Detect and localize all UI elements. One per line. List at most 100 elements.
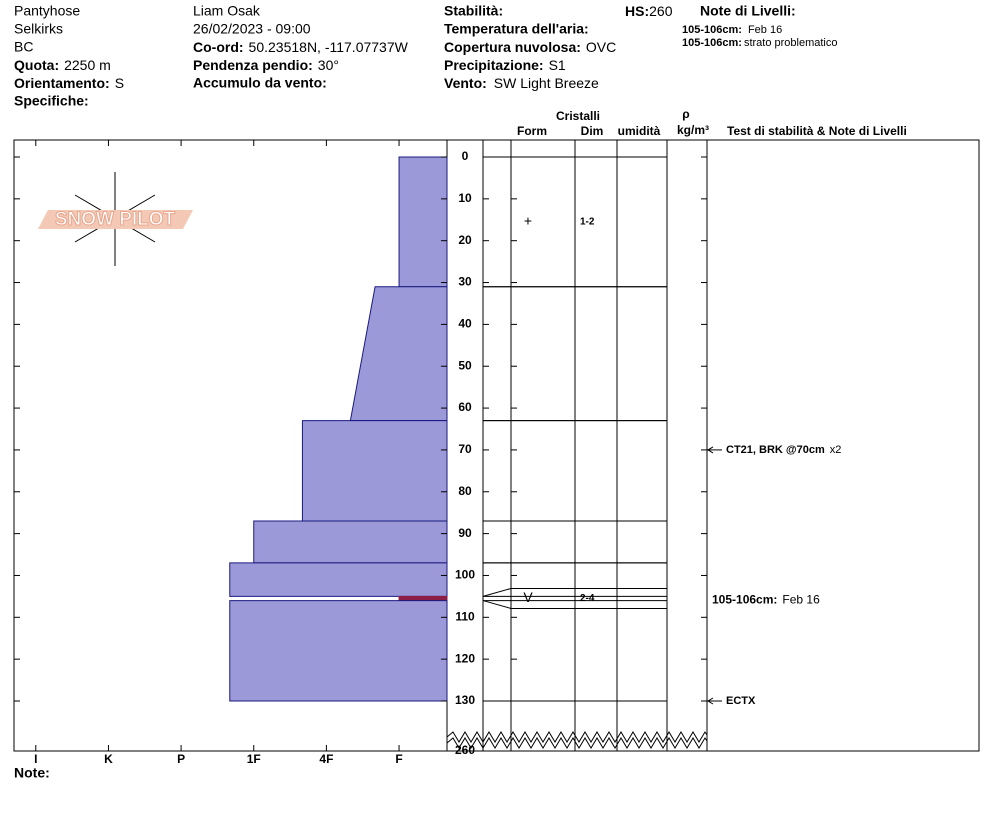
value: S — [115, 75, 124, 91]
table-columns — [482, 140, 668, 751]
col-header: Test di stabilità & Note di Livelli — [727, 124, 907, 138]
layer-boundary — [482, 587, 512, 597]
hs: HS:260 — [625, 3, 673, 19]
test-text: CT21, BRK @70cm — [726, 444, 825, 456]
test-extra: x2 — [830, 444, 842, 456]
x-tick-label: P — [177, 752, 185, 766]
x-tick-label: 4F — [319, 752, 333, 766]
datetime: 26/02/2023 - 09:00 — [193, 21, 311, 37]
y-tick-label: 30 — [458, 275, 472, 289]
note-text: Feb 16 — [782, 593, 820, 607]
test: CT21, BRK @70cm x2 — [726, 444, 841, 456]
aspect: Orientamento: S — [14, 75, 124, 91]
layer — [229, 562, 448, 597]
crystal-form: V — [523, 589, 533, 605]
value: 30° — [318, 57, 339, 73]
tests-frame — [706, 139, 980, 752]
col-header: Cristalli — [556, 109, 600, 123]
break — [446, 737, 708, 749]
y-tick-label: 100 — [455, 568, 475, 582]
location: Pantyhose — [14, 3, 80, 19]
layer — [349, 286, 448, 422]
y-tick-label: 20 — [458, 233, 472, 247]
coords: Co-ord: 50.23518N, -117.07737W — [193, 39, 409, 55]
label: Vento: — [444, 75, 487, 91]
slope: Pendenza pendio: 30° — [193, 57, 339, 73]
bottom-depth: 260 — [455, 743, 475, 757]
cloud: Copertura nuvolosa: OVC — [444, 39, 616, 55]
value: OVC — [586, 39, 616, 55]
y-tick-label: 130 — [455, 693, 475, 707]
region: BC — [14, 39, 33, 55]
label: Quota: — [14, 57, 59, 73]
x-tick-label: F — [395, 752, 402, 766]
col-header: Form — [517, 124, 547, 138]
y-tick-label: 70 — [458, 442, 472, 456]
y-tick-label: 90 — [458, 526, 472, 540]
layer — [398, 156, 448, 288]
layer — [301, 420, 448, 522]
wind: Vento: SW Light Breeze — [444, 75, 599, 91]
col-header: Dim — [581, 124, 604, 138]
value: Feb 16 — [748, 24, 782, 36]
y-tick-label: 60 — [458, 400, 472, 414]
wind-loading: Accumulo da vento: — [193, 75, 327, 91]
label: Pendenza pendio: — [193, 57, 313, 73]
arrow-head — [707, 697, 714, 705]
layer-note: 105-106cm: strato problematico — [682, 37, 837, 49]
logo — [38, 172, 193, 266]
layer-note: 105-106cm: Feb 16 — [682, 24, 782, 36]
label: Co-ord: — [193, 39, 244, 55]
layer — [229, 600, 448, 702]
y-tick-label: 10 — [458, 191, 472, 205]
col-header: kg/m³ — [677, 123, 709, 137]
x-tick-label: I — [34, 752, 37, 766]
label: HS: — [625, 3, 649, 19]
label: Orientamento: — [14, 75, 110, 91]
y-tick-label: 120 — [455, 651, 475, 665]
stability: Stabilità: — [444, 3, 503, 19]
y-tick-label: 50 — [458, 358, 472, 372]
value: 260 — [649, 3, 673, 19]
y-tick-label: 110 — [455, 609, 475, 623]
layer — [398, 595, 448, 602]
y-tick-label: 80 — [458, 484, 472, 498]
value: 2250 m — [64, 57, 111, 73]
footer-note: Note: — [14, 765, 50, 781]
y-tick-label: 0 — [462, 149, 469, 163]
value: 50.23518N, -117.07737W — [249, 39, 409, 55]
value: S1 — [549, 57, 566, 73]
air-temp: Temperatura dell'aria: — [444, 21, 589, 37]
layer — [253, 520, 448, 564]
value: strato problematico — [744, 37, 838, 49]
range: Selkirks — [14, 21, 63, 37]
break — [446, 731, 708, 743]
label: 105-106cm: — [682, 37, 742, 49]
col-header: ρ — [682, 107, 689, 121]
elevation: Quota: 2250 m — [14, 57, 111, 73]
label: 105-106cm: — [682, 24, 742, 36]
precip: Precipitazione: S1 — [444, 57, 566, 73]
y-tick-label: 40 — [458, 317, 472, 331]
logo-text: SNOW PILOT — [55, 209, 176, 230]
test-text: ECTX — [726, 695, 756, 707]
value: SW Light Breeze — [494, 75, 599, 91]
test: ECTX — [726, 695, 756, 707]
crystal-size: 2-4 — [580, 593, 595, 604]
layer-note: 105-106cm: Feb 16 — [712, 593, 820, 607]
banner — [38, 210, 193, 229]
crystal-size: 1-2 — [580, 217, 595, 228]
note-label: 105-106cm: — [712, 593, 777, 607]
col-header: umidità — [618, 124, 661, 138]
layer-notes-title: Note di Livelli: — [700, 3, 796, 19]
label: Copertura nuvolosa: — [444, 39, 581, 55]
layer-boundary — [482, 600, 512, 609]
crystal-form: + — [524, 213, 532, 229]
observer: Liam Osak — [193, 3, 261, 19]
arrow-head — [707, 446, 714, 454]
x-tick-label: K — [104, 752, 113, 766]
label: Precipitazione: — [444, 57, 544, 73]
specifics: Specifiche: — [14, 93, 89, 109]
